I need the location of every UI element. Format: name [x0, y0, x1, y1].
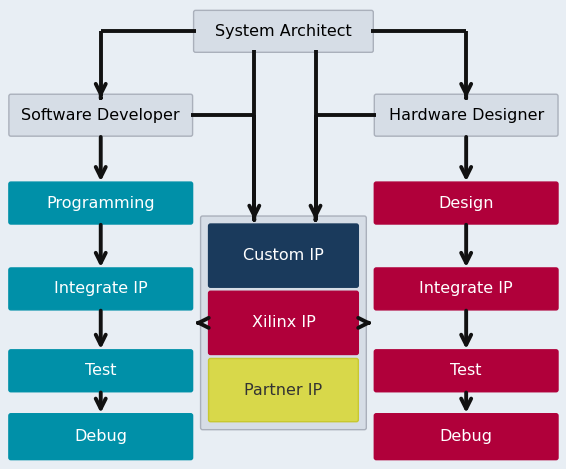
- FancyBboxPatch shape: [208, 358, 358, 422]
- FancyBboxPatch shape: [374, 268, 558, 310]
- FancyBboxPatch shape: [374, 414, 558, 460]
- Text: Debug: Debug: [74, 429, 127, 444]
- FancyBboxPatch shape: [198, 15, 374, 52]
- FancyBboxPatch shape: [9, 268, 192, 310]
- FancyBboxPatch shape: [13, 354, 192, 392]
- FancyBboxPatch shape: [213, 295, 358, 355]
- FancyBboxPatch shape: [194, 10, 374, 52]
- FancyBboxPatch shape: [208, 291, 358, 355]
- FancyBboxPatch shape: [378, 418, 558, 460]
- FancyBboxPatch shape: [204, 220, 366, 430]
- FancyBboxPatch shape: [13, 186, 192, 224]
- Text: System Architect: System Architect: [215, 24, 352, 39]
- Text: Integrate IP: Integrate IP: [54, 281, 148, 296]
- FancyBboxPatch shape: [374, 350, 558, 392]
- Text: Integrate IP: Integrate IP: [419, 281, 513, 296]
- Text: Software Developer: Software Developer: [22, 108, 180, 123]
- Text: Custom IP: Custom IP: [243, 248, 324, 263]
- Text: Design: Design: [439, 196, 494, 211]
- Text: Hardware Designer: Hardware Designer: [388, 108, 544, 123]
- FancyBboxPatch shape: [13, 418, 192, 460]
- FancyBboxPatch shape: [374, 182, 558, 224]
- FancyBboxPatch shape: [200, 216, 366, 430]
- FancyBboxPatch shape: [9, 182, 192, 224]
- FancyBboxPatch shape: [9, 350, 192, 392]
- FancyBboxPatch shape: [378, 186, 558, 224]
- Text: Test: Test: [85, 363, 117, 378]
- Text: Programming: Programming: [46, 196, 155, 211]
- FancyBboxPatch shape: [13, 272, 192, 310]
- FancyBboxPatch shape: [213, 228, 358, 287]
- Text: Debug: Debug: [440, 429, 492, 444]
- FancyBboxPatch shape: [213, 363, 358, 422]
- FancyBboxPatch shape: [378, 354, 558, 392]
- FancyBboxPatch shape: [9, 94, 192, 136]
- Text: Test: Test: [451, 363, 482, 378]
- FancyBboxPatch shape: [13, 98, 192, 136]
- FancyBboxPatch shape: [378, 98, 558, 136]
- FancyBboxPatch shape: [208, 224, 358, 287]
- FancyBboxPatch shape: [374, 94, 558, 136]
- FancyBboxPatch shape: [9, 414, 192, 460]
- Text: Xilinx IP: Xilinx IP: [251, 315, 315, 330]
- Text: Partner IP: Partner IP: [245, 383, 323, 398]
- FancyBboxPatch shape: [378, 272, 558, 310]
